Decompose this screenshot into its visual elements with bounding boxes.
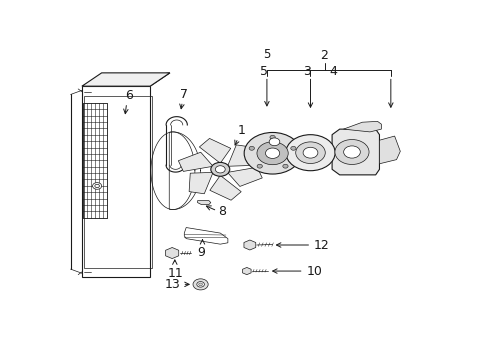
Polygon shape [165,247,178,258]
Polygon shape [227,145,251,166]
Circle shape [268,138,279,146]
Polygon shape [343,121,381,132]
Polygon shape [244,240,255,250]
Text: 2: 2 [320,49,328,62]
Circle shape [193,279,208,290]
Polygon shape [197,201,210,204]
Circle shape [269,135,275,139]
Polygon shape [227,167,262,186]
Text: 10: 10 [306,265,322,278]
Circle shape [285,135,334,171]
Text: 5: 5 [259,65,267,78]
Circle shape [334,140,368,165]
Circle shape [256,142,287,165]
Circle shape [210,162,229,176]
Circle shape [282,164,287,168]
Polygon shape [209,175,241,200]
Polygon shape [178,152,213,171]
Circle shape [303,147,317,158]
Polygon shape [82,86,150,278]
Text: 9: 9 [197,246,205,259]
Circle shape [290,147,295,150]
Circle shape [265,148,279,158]
Text: 1: 1 [238,125,245,138]
Circle shape [257,164,262,168]
Text: 5: 5 [263,48,270,61]
Text: 8: 8 [218,205,226,218]
Text: 7: 7 [179,88,187,101]
Text: 11: 11 [167,267,183,280]
Text: 13: 13 [164,278,180,291]
Text: 6: 6 [124,89,132,102]
Circle shape [198,283,202,286]
Polygon shape [242,267,250,275]
Polygon shape [82,73,169,86]
Polygon shape [379,136,400,164]
Circle shape [92,183,102,189]
Text: 12: 12 [313,239,328,252]
Text: 4: 4 [328,65,337,78]
Circle shape [244,132,301,174]
Circle shape [215,166,225,173]
Text: 3: 3 [303,65,311,78]
Polygon shape [82,73,169,86]
Circle shape [95,184,99,188]
Circle shape [248,147,254,150]
Polygon shape [199,139,230,163]
Polygon shape [331,129,379,175]
Circle shape [343,146,360,158]
Circle shape [295,142,325,163]
Polygon shape [189,172,213,194]
Circle shape [196,282,204,287]
